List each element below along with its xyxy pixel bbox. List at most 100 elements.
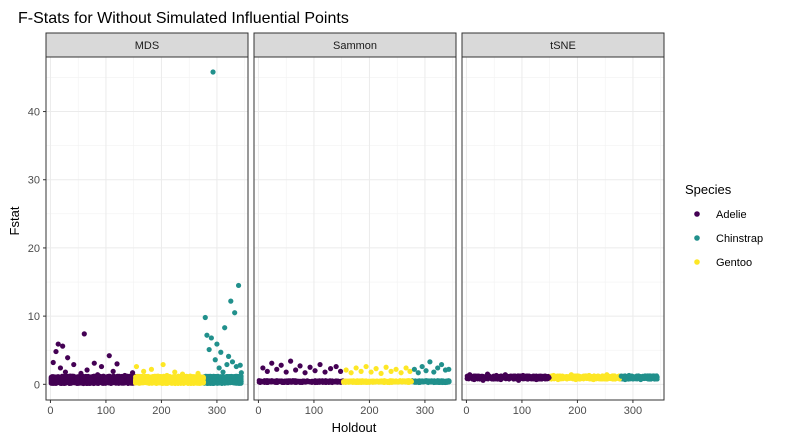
point-gentoo bbox=[403, 365, 409, 371]
strip-label: tSNE bbox=[550, 40, 576, 52]
point-gentoo bbox=[373, 366, 379, 372]
point-chinstrap bbox=[212, 357, 218, 363]
point-gentoo bbox=[604, 372, 610, 378]
point-adelie bbox=[333, 363, 339, 370]
point-gentoo bbox=[363, 363, 369, 370]
point-adelie bbox=[293, 367, 299, 373]
point-adelie bbox=[337, 368, 344, 374]
point-gentoo bbox=[183, 377, 190, 383]
point-gentoo bbox=[179, 371, 186, 377]
y-tick-label: 30 bbox=[28, 175, 40, 187]
point-gentoo bbox=[393, 366, 399, 372]
point-adelie bbox=[65, 355, 71, 361]
point-chinstrap bbox=[220, 369, 226, 375]
legend-label-gentoo: Gentoo bbox=[716, 257, 752, 269]
x-tick-label: 0 bbox=[463, 405, 469, 417]
point-adelie bbox=[489, 376, 495, 382]
point-adelie bbox=[278, 362, 284, 368]
point-adelie bbox=[114, 361, 120, 367]
point-adelie bbox=[118, 377, 125, 383]
point-adelie bbox=[283, 369, 289, 375]
point-adelie bbox=[467, 372, 473, 378]
point-adelie bbox=[98, 363, 105, 370]
point-chinstrap bbox=[228, 298, 234, 304]
y-tick-label: 0 bbox=[34, 379, 40, 391]
x-tick-label: 300 bbox=[208, 405, 226, 417]
legend: Species Adelie Chinstrap Gentoo bbox=[685, 182, 763, 269]
point-adelie bbox=[103, 376, 109, 382]
point-adelie bbox=[520, 372, 526, 379]
point-adelie bbox=[533, 376, 539, 383]
point-gentoo bbox=[559, 373, 566, 379]
point-chinstrap bbox=[239, 378, 244, 384]
point-adelie bbox=[317, 361, 323, 368]
point-adelie bbox=[53, 348, 59, 355]
point-chinstrap bbox=[423, 368, 429, 374]
point-gentoo bbox=[198, 375, 204, 381]
point-gentoo bbox=[168, 376, 174, 383]
x-tick-label: 200 bbox=[152, 405, 170, 417]
point-gentoo bbox=[550, 372, 557, 379]
point-adelie bbox=[524, 376, 531, 382]
point-adelie bbox=[57, 365, 64, 371]
point-gentoo bbox=[195, 370, 201, 377]
point-adelie bbox=[91, 360, 97, 366]
point-adelie bbox=[274, 366, 280, 372]
point-adelie bbox=[106, 353, 112, 359]
point-adelie bbox=[260, 365, 266, 371]
point-chinstrap bbox=[427, 359, 433, 365]
point-adelie bbox=[484, 371, 491, 377]
point-chinstrap bbox=[438, 361, 445, 368]
point-adelie bbox=[493, 372, 500, 379]
point-gentoo bbox=[599, 376, 606, 382]
y-tick-label: 20 bbox=[28, 243, 40, 255]
point-chinstrap bbox=[634, 373, 640, 379]
point-gentoo bbox=[378, 370, 384, 377]
point-chinstrap bbox=[210, 69, 216, 75]
point-gentoo bbox=[398, 370, 404, 376]
point-chinstrap bbox=[208, 335, 214, 341]
point-gentoo bbox=[407, 368, 413, 374]
x-tick-label: 0 bbox=[255, 405, 261, 417]
point-chinstrap bbox=[415, 370, 421, 376]
point-adelie bbox=[110, 368, 116, 374]
point-chinstrap bbox=[431, 369, 437, 375]
point-gentoo bbox=[608, 375, 614, 381]
point-gentoo bbox=[577, 374, 583, 380]
legend-key-gentoo bbox=[694, 259, 700, 265]
point-adelie bbox=[81, 331, 87, 337]
point-chinstrap bbox=[237, 362, 243, 368]
point-chinstrap bbox=[232, 310, 238, 316]
x-tick-label: 0 bbox=[47, 405, 53, 417]
point-adelie bbox=[67, 373, 74, 379]
panel-mds: MDS 0 100 200 300 0 10 20 30 40 bbox=[28, 32, 249, 417]
point-chinstrap bbox=[216, 365, 222, 371]
point-gentoo bbox=[164, 372, 170, 379]
x-tick-label: 300 bbox=[624, 405, 642, 417]
point-gentoo bbox=[137, 376, 143, 382]
point-gentoo bbox=[160, 361, 166, 368]
point-adelie bbox=[307, 364, 313, 370]
point-adelie bbox=[84, 367, 90, 373]
point-chinstrap bbox=[622, 376, 628, 383]
point-adelie bbox=[50, 359, 56, 366]
point-chinstrap bbox=[447, 378, 452, 384]
point-chinstrap bbox=[626, 372, 632, 379]
legend-label-adelie: Adelie bbox=[716, 209, 747, 221]
point-adelie bbox=[312, 368, 318, 374]
y-axis-title: Fstat bbox=[7, 206, 22, 235]
x-tick-label: 100 bbox=[97, 405, 115, 417]
point-chinstrap bbox=[653, 376, 659, 382]
point-gentoo bbox=[582, 375, 588, 381]
point-gentoo bbox=[172, 369, 178, 375]
panel-sammon: Sammon 0 100 200 300 bbox=[253, 32, 457, 417]
legend-key-chinstrap bbox=[694, 235, 700, 241]
point-chinstrap bbox=[238, 370, 244, 376]
point-gentoo bbox=[555, 376, 561, 383]
x-axis-title: Holdout bbox=[332, 420, 377, 435]
point-chinstrap bbox=[225, 353, 232, 359]
strip-label: MDS bbox=[135, 40, 159, 52]
point-adelie bbox=[480, 377, 486, 383]
point-gentoo bbox=[595, 373, 601, 379]
